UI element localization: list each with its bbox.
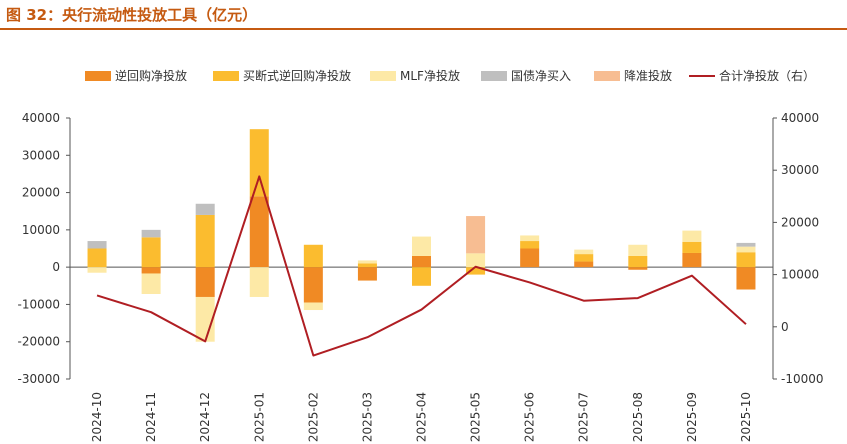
- right-tick-label: 30000: [781, 163, 819, 177]
- bars: [87, 129, 756, 342]
- bar-segment: [466, 253, 486, 268]
- bar-segment: [195, 203, 215, 215]
- axes: -30000 -20000 -10000 0 10000 20000 30000 40000 -…: [17, 111, 823, 442]
- legend-swatch-0: [85, 71, 111, 81]
- bar-segment: [141, 267, 161, 274]
- bar-segment: [195, 267, 215, 297]
- bar-segment: [87, 248, 107, 268]
- left-tick-label: 30000: [22, 148, 60, 162]
- bar-segment: [520, 235, 540, 242]
- legend-swatch-2: [370, 71, 396, 81]
- x-tick-label: 2025-01: [252, 392, 266, 442]
- bar-segment: [682, 241, 702, 253]
- bar-segment: [736, 252, 756, 268]
- bar-segment: [249, 129, 269, 197]
- bar-segment: [303, 267, 323, 303]
- bar-segment: [574, 249, 594, 255]
- bar-segment: [303, 302, 323, 311]
- x-tick-label: 2025-03: [360, 392, 374, 442]
- bar-segment: [357, 267, 377, 281]
- x-tick-label: 2025-07: [577, 392, 591, 442]
- bar-segment: [628, 244, 648, 256]
- legend-label-0: 逆回购净投放: [115, 68, 187, 83]
- total-net-line: [96, 175, 747, 357]
- legend-swatch-4: [594, 71, 620, 81]
- bar-segment: [87, 267, 107, 273]
- x-tick-label: 2025-05: [469, 392, 483, 442]
- x-tick-label: 2025-10: [739, 392, 753, 442]
- bar-segment: [520, 241, 540, 249]
- legend-swatch-1: [213, 71, 239, 81]
- title-divider: [0, 28, 847, 30]
- legend-label-3: 国债净买入: [511, 69, 571, 83]
- bar-segment: [682, 230, 702, 242]
- bar-segment: [574, 254, 594, 262]
- left-tick-label: -10000: [17, 297, 60, 311]
- bar-segment: [628, 255, 648, 268]
- x-tick-label: 2024-12: [198, 392, 212, 442]
- bar-segment: [141, 237, 161, 268]
- left-tick-label: 10000: [22, 223, 60, 237]
- bar-segment: [195, 296, 215, 342]
- chart-title: 图 32：央行流动性投放工具（亿元）: [6, 6, 258, 24]
- bar-segment: [249, 196, 269, 268]
- left-tick-label: -30000: [17, 372, 60, 386]
- x-tick-label: 2024-10: [90, 392, 104, 442]
- total-line: [96, 175, 747, 357]
- bar-segment: [357, 263, 377, 268]
- right-tick-label: 20000: [781, 215, 819, 229]
- bar-segment: [303, 244, 323, 268]
- bar-segment: [141, 229, 161, 238]
- right-tick-label: 10000: [781, 268, 819, 282]
- bar-segment: [628, 267, 648, 270]
- bar-segment: [195, 214, 215, 268]
- bar-segment: [574, 261, 594, 268]
- bar-segment: [357, 260, 377, 264]
- left-tick-label: 40000: [22, 111, 60, 125]
- bar-segment: [736, 242, 756, 247]
- left-tick-label: 0: [52, 260, 60, 274]
- x-tick-label: 2025-04: [415, 392, 429, 442]
- x-tick-label: 2025-06: [523, 392, 537, 442]
- bar-segment: [682, 252, 702, 268]
- legend: 逆回购净投放 买断式逆回购净投放 MLF净投放 国债净买入 降准投放 合计净投放（右）: [85, 68, 815, 83]
- bar-segment: [466, 216, 486, 254]
- bar-segment: [736, 267, 756, 290]
- legend-swatch-3: [481, 71, 507, 81]
- legend-label-4: 降准投放: [624, 68, 672, 83]
- legend-label-5: 合计净投放（右）: [719, 68, 815, 83]
- x-tick-label: 2024-11: [144, 392, 158, 442]
- left-tick-label: 20000: [22, 186, 60, 200]
- bar-segment: [412, 255, 431, 268]
- bar-segment: [736, 246, 756, 253]
- legend-label-1: 买断式逆回购净投放: [243, 68, 351, 83]
- bar-segment: [412, 236, 431, 256]
- right-tick-label: 0: [781, 320, 789, 334]
- x-tick-label: 2025-09: [685, 392, 699, 442]
- legend-label-2: MLF净投放: [400, 68, 460, 83]
- right-tick-label: -10000: [781, 372, 824, 386]
- right-tick-label: 40000: [781, 111, 819, 125]
- x-tick-label: 2025-02: [306, 392, 320, 442]
- bar-segment: [141, 273, 161, 294]
- bar-segment: [466, 267, 486, 275]
- bar-segment: [87, 241, 107, 249]
- bar-segment: [520, 248, 540, 268]
- bar-segment: [249, 267, 269, 297]
- x-tick-label: 2025-08: [631, 392, 645, 442]
- left-tick-label: -20000: [17, 335, 60, 349]
- bar-segment: [412, 267, 431, 286]
